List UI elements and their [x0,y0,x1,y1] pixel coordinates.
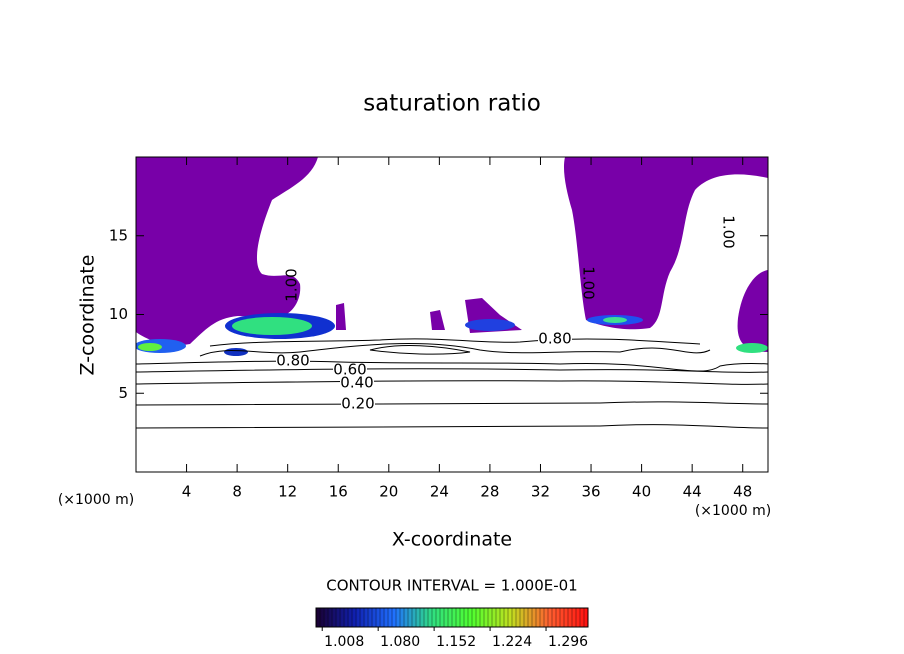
y-tick-label: 15 [109,226,128,244]
contour-label-bg [340,376,374,390]
chart-title: saturation ratio [363,91,541,117]
blob [138,343,162,351]
saturated-region [136,157,318,346]
colorbar-tick-label: 1.080 [380,634,420,650]
colorbar-tick-label: 1.296 [548,634,588,650]
contour-label: 0.40 [340,374,373,392]
colorbar-tick-label: 1.224 [492,634,532,650]
y-tick-label: 5 [118,384,128,402]
x-tick-label: 4 [182,483,192,501]
colorbar-tick-label: 1.008 [324,634,364,650]
x-tick-label: 36 [581,483,600,501]
blob [465,319,515,331]
x-tick-label: 48 [733,483,752,501]
x-tick-label: 8 [232,483,242,501]
colorbar [315,607,589,628]
contour-label: 0.20 [341,395,374,413]
y-tick-label: 10 [109,305,128,323]
contour-line [199,343,711,357]
contour-label: 1.00 [283,268,301,301]
contour-label-bg [333,363,367,377]
contour-line [369,345,471,355]
x-tick-label: 40 [632,483,651,501]
contour-label: 1.00 [580,266,598,299]
x-tick-label: 28 [480,483,499,501]
colorbar-tick-label: 1.152 [436,634,476,650]
contour-line [136,380,768,385]
contour-label: 0.80 [538,330,571,348]
x-axis-label: X-coordinate [392,529,512,551]
saturated-region [563,157,768,330]
contour-label: 0.80 [276,352,309,370]
y-axis-label: Z-coordinate [77,255,99,376]
contour-line [136,401,768,406]
contour-interval: CONTOUR INTERVAL = 1.000E-01 [326,577,577,595]
blob [224,348,248,356]
field [136,157,768,429]
contour-line [209,338,701,347]
y-unit-label: (×1000 m) [58,492,134,508]
x-tick-label: 20 [379,483,398,501]
saturated-region [737,270,768,352]
blob [232,317,312,335]
x-tick-label: 12 [278,483,297,501]
x-unit-label: (×1000 m) [695,503,771,519]
contour-label: 1.00 [720,215,738,248]
contour-label-bg [341,397,375,411]
x-tick-label: 44 [683,483,702,501]
contour-line [136,360,768,372]
blob [603,317,627,323]
contour-label-bg [538,332,572,346]
blob [736,343,768,353]
contour-line [136,368,768,373]
x-tick-label: 24 [430,483,449,501]
x-tick-label: 16 [329,483,348,501]
x-tick-label: 32 [531,483,550,501]
contour-line [136,424,768,429]
contour-label: 0.60 [333,361,366,379]
contour-label-bg [276,354,310,368]
